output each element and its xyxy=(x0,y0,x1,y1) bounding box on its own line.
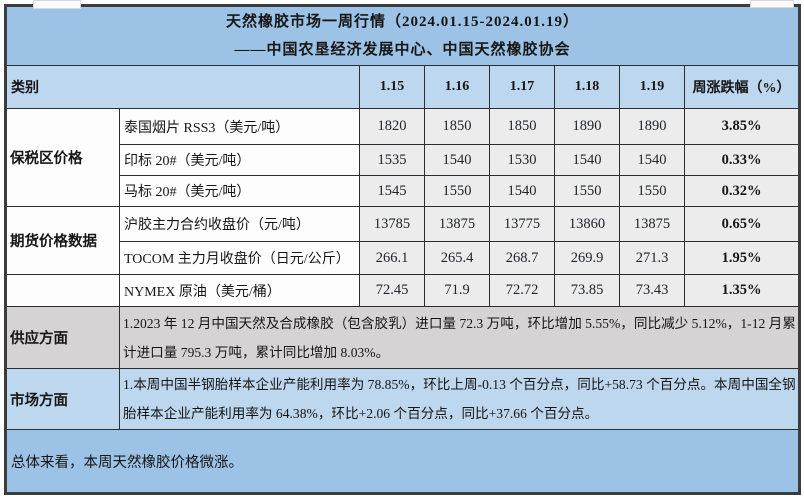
cell-value: 1890 xyxy=(554,108,620,145)
table-row: TOCOM 主力月收盘价（日元/公斤） 266.1 265.4 268.7 26… xyxy=(6,241,800,275)
table-row: 市场方面 1.本周中国半钢胎样本企业产能利用率为 78.85%，环比上周-0.1… xyxy=(5,368,800,430)
cell-value: 269.9 xyxy=(554,241,620,275)
table-row: 保税区价格 泰国烟片 RSS3（美元/吨） 1820 1850 1850 189… xyxy=(5,108,800,207)
supply-text: 1.2023 年 12 月中国天然及合成橡胶（包含胶乳）进口量 72.3 万吨，… xyxy=(119,306,800,369)
cell-value: 13775 xyxy=(489,206,555,242)
summary-text: 总体来看，本周天然橡胶价格微涨。 xyxy=(5,429,800,494)
cell-weekly-change: 1.35% xyxy=(684,274,800,307)
rubber-market-weekly-table: 天然橡胶市场一周行情（2024.01.15-2024.01.19） ——中国农垦… xyxy=(4,4,801,495)
row-label-str20: 印标 20#（美元/吨） xyxy=(119,144,360,176)
cell-value: 72.72 xyxy=(489,274,555,307)
cell-value: 13875 xyxy=(424,206,490,242)
cell-value: 1540 xyxy=(489,175,555,207)
cell-value: 266.1 xyxy=(359,241,425,275)
screenshot-artifact-left xyxy=(33,0,81,9)
table-row: 期货价格数据 沪胶主力合约收盘价（元/吨） 13785 13875 13775 … xyxy=(5,206,800,275)
header-weekly-change: 周涨跌幅（%） xyxy=(684,65,800,109)
group-label-bonded-zone: 保税区价格 xyxy=(5,108,120,207)
cell-value: 1540 xyxy=(424,144,490,176)
table-row: 印标 20#（美元/吨） 1535 1540 1530 1540 1540 0.… xyxy=(6,144,800,176)
cell-weekly-change: 0.33% xyxy=(684,144,800,176)
table-title: 天然橡胶市场一周行情（2024.01.15-2024.01.19） xyxy=(226,14,579,30)
header-date-1-18: 1.18 xyxy=(554,65,620,109)
cell-value: 73.85 xyxy=(554,274,620,307)
cell-weekly-change: 0.65% xyxy=(684,206,800,242)
table-row: 总体来看，本周天然橡胶价格微涨。 xyxy=(5,429,800,494)
header-date-1-16: 1.16 xyxy=(424,65,490,109)
row-label-tocom: TOCOM 主力月收盘价（日元/公斤） xyxy=(119,241,360,275)
header-category: 类别 xyxy=(5,65,360,109)
row-label-smr20: 马标 20#（美元/吨） xyxy=(119,175,360,207)
cell-value: 73.43 xyxy=(619,274,685,307)
cell-value: 1890 xyxy=(619,108,685,145)
table-subtitle: ——中国农垦经济发展中心、中国天然橡胶协会 xyxy=(234,42,571,58)
row-label-shfe: 沪胶主力合约收盘价（元/吨） xyxy=(119,206,360,242)
cell-value: 13875 xyxy=(619,206,685,242)
cell-value: 1550 xyxy=(619,175,685,207)
table-row: 供应方面 1.2023 年 12 月中国天然及合成橡胶（包含胶乳）进口量 72.… xyxy=(5,306,800,369)
table-row: NYMEX 原油（美元/桶） 72.45 71.9 72.72 73.85 73… xyxy=(5,274,800,307)
cell-weekly-change: 0.32% xyxy=(684,175,800,207)
row-label-nymex: NYMEX 原油（美元/桶） xyxy=(119,274,360,307)
header-date-1-19: 1.19 xyxy=(619,65,685,109)
table-title-cell: 天然橡胶市场一周行情（2024.01.15-2024.01.19） ——中国农垦… xyxy=(5,5,800,66)
cell-value: 72.45 xyxy=(359,274,425,307)
group-label-empty xyxy=(5,274,120,307)
cell-value: 1550 xyxy=(424,175,490,207)
header-date-1-15: 1.15 xyxy=(359,65,425,109)
cell-value: 1540 xyxy=(619,144,685,176)
row-label-rss3: 泰国烟片 RSS3（美元/吨） xyxy=(119,108,360,145)
cell-weekly-change: 1.95% xyxy=(684,241,800,275)
screenshot-artifact-right xyxy=(750,0,794,8)
group-label-futures: 期货价格数据 xyxy=(5,206,120,275)
cell-value: 71.9 xyxy=(424,274,490,307)
row-label-supply: 供应方面 xyxy=(5,306,120,369)
cell-value: 1545 xyxy=(359,175,425,207)
cell-value: 1550 xyxy=(554,175,620,207)
cell-value: 1850 xyxy=(489,108,555,145)
cell-value: 1540 xyxy=(554,144,620,176)
cell-value: 1530 xyxy=(489,144,555,176)
cell-value: 1850 xyxy=(424,108,490,145)
cell-value: 265.4 xyxy=(424,241,490,275)
cell-value: 13785 xyxy=(359,206,425,242)
cell-weekly-change: 3.85% xyxy=(684,108,800,145)
cell-value: 1820 xyxy=(359,108,425,145)
market-text: 1.本周中国半钢胎样本企业产能利用率为 78.85%，环比上周-0.13 个百分… xyxy=(119,368,800,430)
cell-value: 271.3 xyxy=(619,241,685,275)
row-label-market: 市场方面 xyxy=(5,368,120,430)
header-date-1-17: 1.17 xyxy=(489,65,555,109)
cell-value: 268.7 xyxy=(489,241,555,275)
table-row: 马标 20#（美元/吨） 1545 1550 1540 1550 1550 0.… xyxy=(6,175,800,207)
cell-value: 13860 xyxy=(554,206,620,242)
cell-value: 1535 xyxy=(359,144,425,176)
